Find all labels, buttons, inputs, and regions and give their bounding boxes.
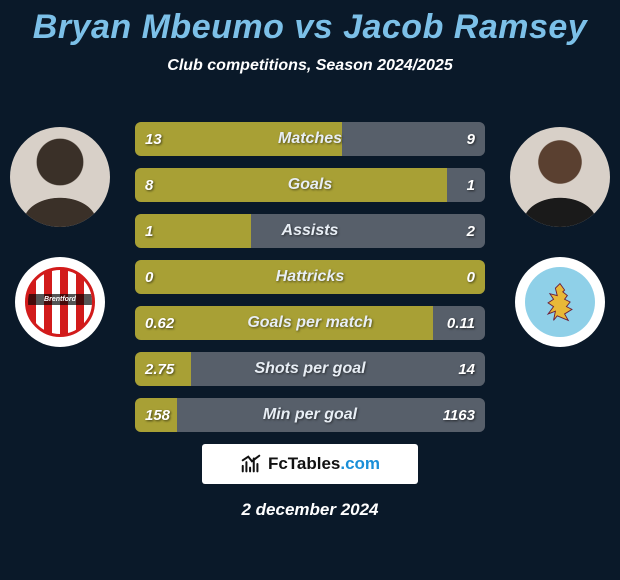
stat-value-left: 0.62 bbox=[145, 306, 174, 340]
stat-value-right: 0.11 bbox=[447, 306, 475, 340]
stat-value-right: 14 bbox=[458, 352, 475, 386]
stat-label: Hattricks bbox=[135, 260, 485, 294]
stat-label: Matches bbox=[135, 122, 485, 156]
stat-value-right: 1163 bbox=[443, 398, 475, 432]
stat-label: Goals per match bbox=[135, 306, 485, 340]
player-right-avatar bbox=[510, 127, 610, 227]
brand-badge: FcTables.com bbox=[202, 444, 418, 484]
stats-table: Matches139Goals81Assists12Hattricks00Goa… bbox=[135, 122, 485, 444]
stat-value-right: 9 bbox=[467, 122, 475, 156]
stat-row: Goals per match0.62 0.11 bbox=[135, 306, 485, 340]
stat-value-left: 158 bbox=[145, 398, 170, 432]
stat-value-left: 2.75 bbox=[145, 352, 174, 386]
player-left-avatar bbox=[10, 127, 110, 227]
aston-villa-crest-icon bbox=[525, 267, 595, 337]
stat-label: Goals bbox=[135, 168, 485, 202]
brand-logo-icon bbox=[240, 453, 262, 475]
avatar-silhouette-icon bbox=[10, 127, 110, 227]
brentford-crest-icon bbox=[25, 267, 95, 337]
stat-value-right: 1 bbox=[467, 168, 475, 202]
stat-value-left: 13 bbox=[145, 122, 162, 156]
brand-domain: .com bbox=[340, 454, 380, 473]
date-label: 2 december 2024 bbox=[0, 500, 620, 520]
subtitle: Club competitions, Season 2024/2025 bbox=[0, 57, 620, 75]
page-title: Bryan Mbeumo vs Jacob Ramsey bbox=[0, 0, 620, 47]
club-right-badge bbox=[515, 257, 605, 347]
brand-text: FcTables.com bbox=[268, 454, 380, 474]
stat-row: Hattricks0 0 bbox=[135, 260, 485, 294]
stat-label: Assists bbox=[135, 214, 485, 248]
stat-row: Min per goal158 1163 bbox=[135, 398, 485, 432]
avatar-silhouette-icon bbox=[510, 127, 610, 227]
stat-value-left: 0 bbox=[145, 260, 153, 294]
club-left-badge bbox=[15, 257, 105, 347]
stat-row: Goals8 1 bbox=[135, 168, 485, 202]
stat-label: Min per goal bbox=[135, 398, 485, 432]
brand-name: FcTables bbox=[268, 454, 340, 473]
stat-label: Shots per goal bbox=[135, 352, 485, 386]
stat-row: Shots per goal2.75 14 bbox=[135, 352, 485, 386]
stat-row: Assists1 2 bbox=[135, 214, 485, 248]
stat-value-right: 2 bbox=[467, 214, 475, 248]
stat-row: Matches13 9 bbox=[135, 122, 485, 156]
stat-value-right: 0 bbox=[467, 260, 475, 294]
stat-value-left: 8 bbox=[145, 168, 153, 202]
stat-value-left: 1 bbox=[145, 214, 153, 248]
